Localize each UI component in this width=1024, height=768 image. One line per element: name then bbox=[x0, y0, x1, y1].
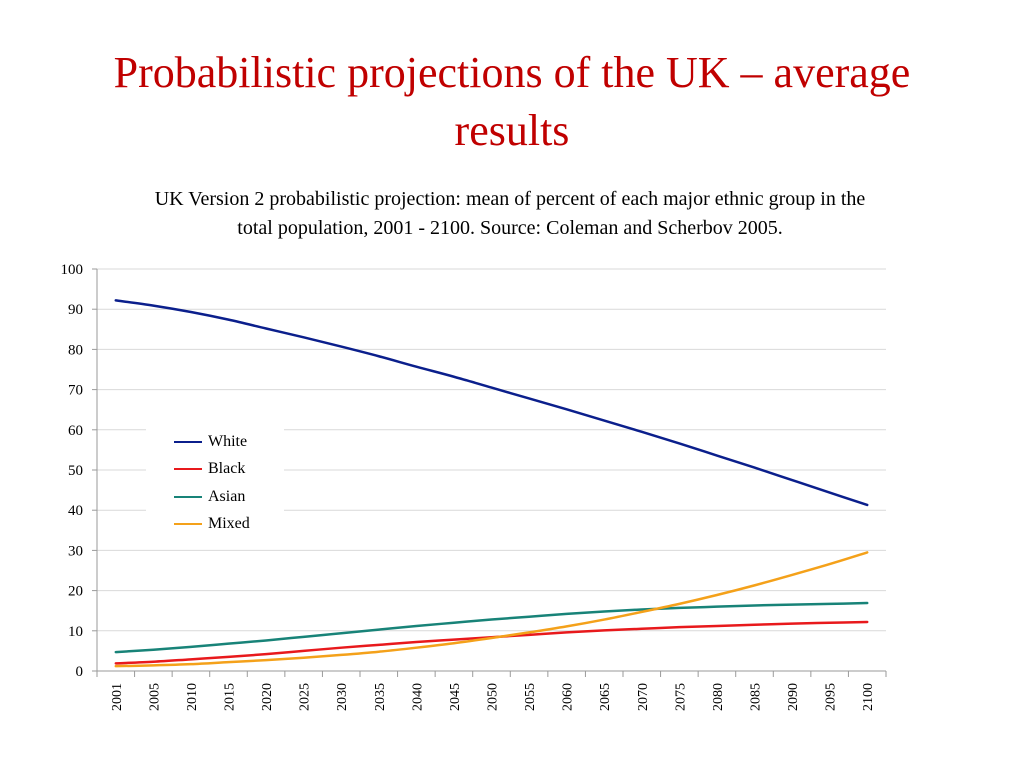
x-tick-label: 2010 bbox=[185, 683, 200, 711]
y-tick-label: 0 bbox=[76, 664, 84, 680]
x-tick-label: 2055 bbox=[523, 683, 538, 711]
slide-title: Probabilistic projections of the UK – av… bbox=[113, 48, 911, 155]
y-tick-label: 40 bbox=[68, 503, 83, 519]
y-tick-label: 10 bbox=[68, 624, 83, 640]
chart-legend: White Black Asian Mixed bbox=[146, 428, 284, 544]
series-line-asian bbox=[114, 601, 869, 654]
legend-swatch-asian bbox=[174, 495, 202, 498]
y-tick-label: 30 bbox=[68, 543, 83, 559]
x-tick-label: 2080 bbox=[711, 683, 726, 711]
x-tick-label: 2040 bbox=[410, 683, 425, 711]
y-tick-label: 90 bbox=[68, 302, 83, 318]
legend-item-asian: Asian bbox=[146, 483, 284, 511]
legend-label-mixed: Mixed bbox=[208, 515, 250, 533]
y-tick-label: 50 bbox=[68, 463, 83, 479]
y-tick-label: 80 bbox=[68, 342, 83, 358]
legend-item-black: Black bbox=[146, 456, 284, 484]
x-tick-label: 2035 bbox=[373, 683, 388, 711]
x-tick-label: 2005 bbox=[147, 683, 162, 711]
x-tick-label: 2070 bbox=[636, 683, 651, 711]
legend-swatch-white bbox=[174, 440, 202, 443]
x-tick-label: 2025 bbox=[298, 683, 313, 711]
legend-swatch-black bbox=[174, 468, 202, 471]
y-tick-label: 20 bbox=[68, 584, 83, 600]
x-tick-label: 2045 bbox=[448, 683, 463, 711]
x-tick-label: 2090 bbox=[786, 683, 801, 711]
legend-label-white: White bbox=[208, 432, 248, 450]
legend-item-mixed: Mixed bbox=[146, 511, 284, 539]
y-tick-label: 70 bbox=[68, 383, 83, 399]
series-line-white bbox=[114, 299, 869, 507]
x-tick-label: 2060 bbox=[561, 683, 576, 711]
x-tick-label: 2030 bbox=[335, 683, 350, 711]
x-tick-label: 2085 bbox=[749, 683, 764, 711]
legend-item-white: White bbox=[146, 428, 284, 456]
x-tick-label: 2065 bbox=[598, 683, 613, 711]
x-tick-label: 2100 bbox=[861, 683, 876, 711]
x-tick-label: 2015 bbox=[223, 683, 238, 711]
legend-swatch-mixed bbox=[174, 523, 202, 526]
chart-title: UK Version 2 probabilistic projection: m… bbox=[154, 188, 866, 239]
y-tick-label: 60 bbox=[68, 423, 83, 439]
series-line-mixed bbox=[114, 551, 869, 668]
legend-label-asian: Asian bbox=[208, 487, 246, 505]
x-tick-label: 2095 bbox=[824, 683, 839, 711]
x-tick-label: 2075 bbox=[673, 683, 688, 711]
y-tick-label: 100 bbox=[61, 262, 84, 278]
x-tick-label: 2001 bbox=[110, 683, 125, 711]
legend-label-black: Black bbox=[208, 460, 246, 478]
x-tick-label: 2020 bbox=[260, 683, 275, 711]
x-tick-label: 2050 bbox=[486, 683, 501, 711]
